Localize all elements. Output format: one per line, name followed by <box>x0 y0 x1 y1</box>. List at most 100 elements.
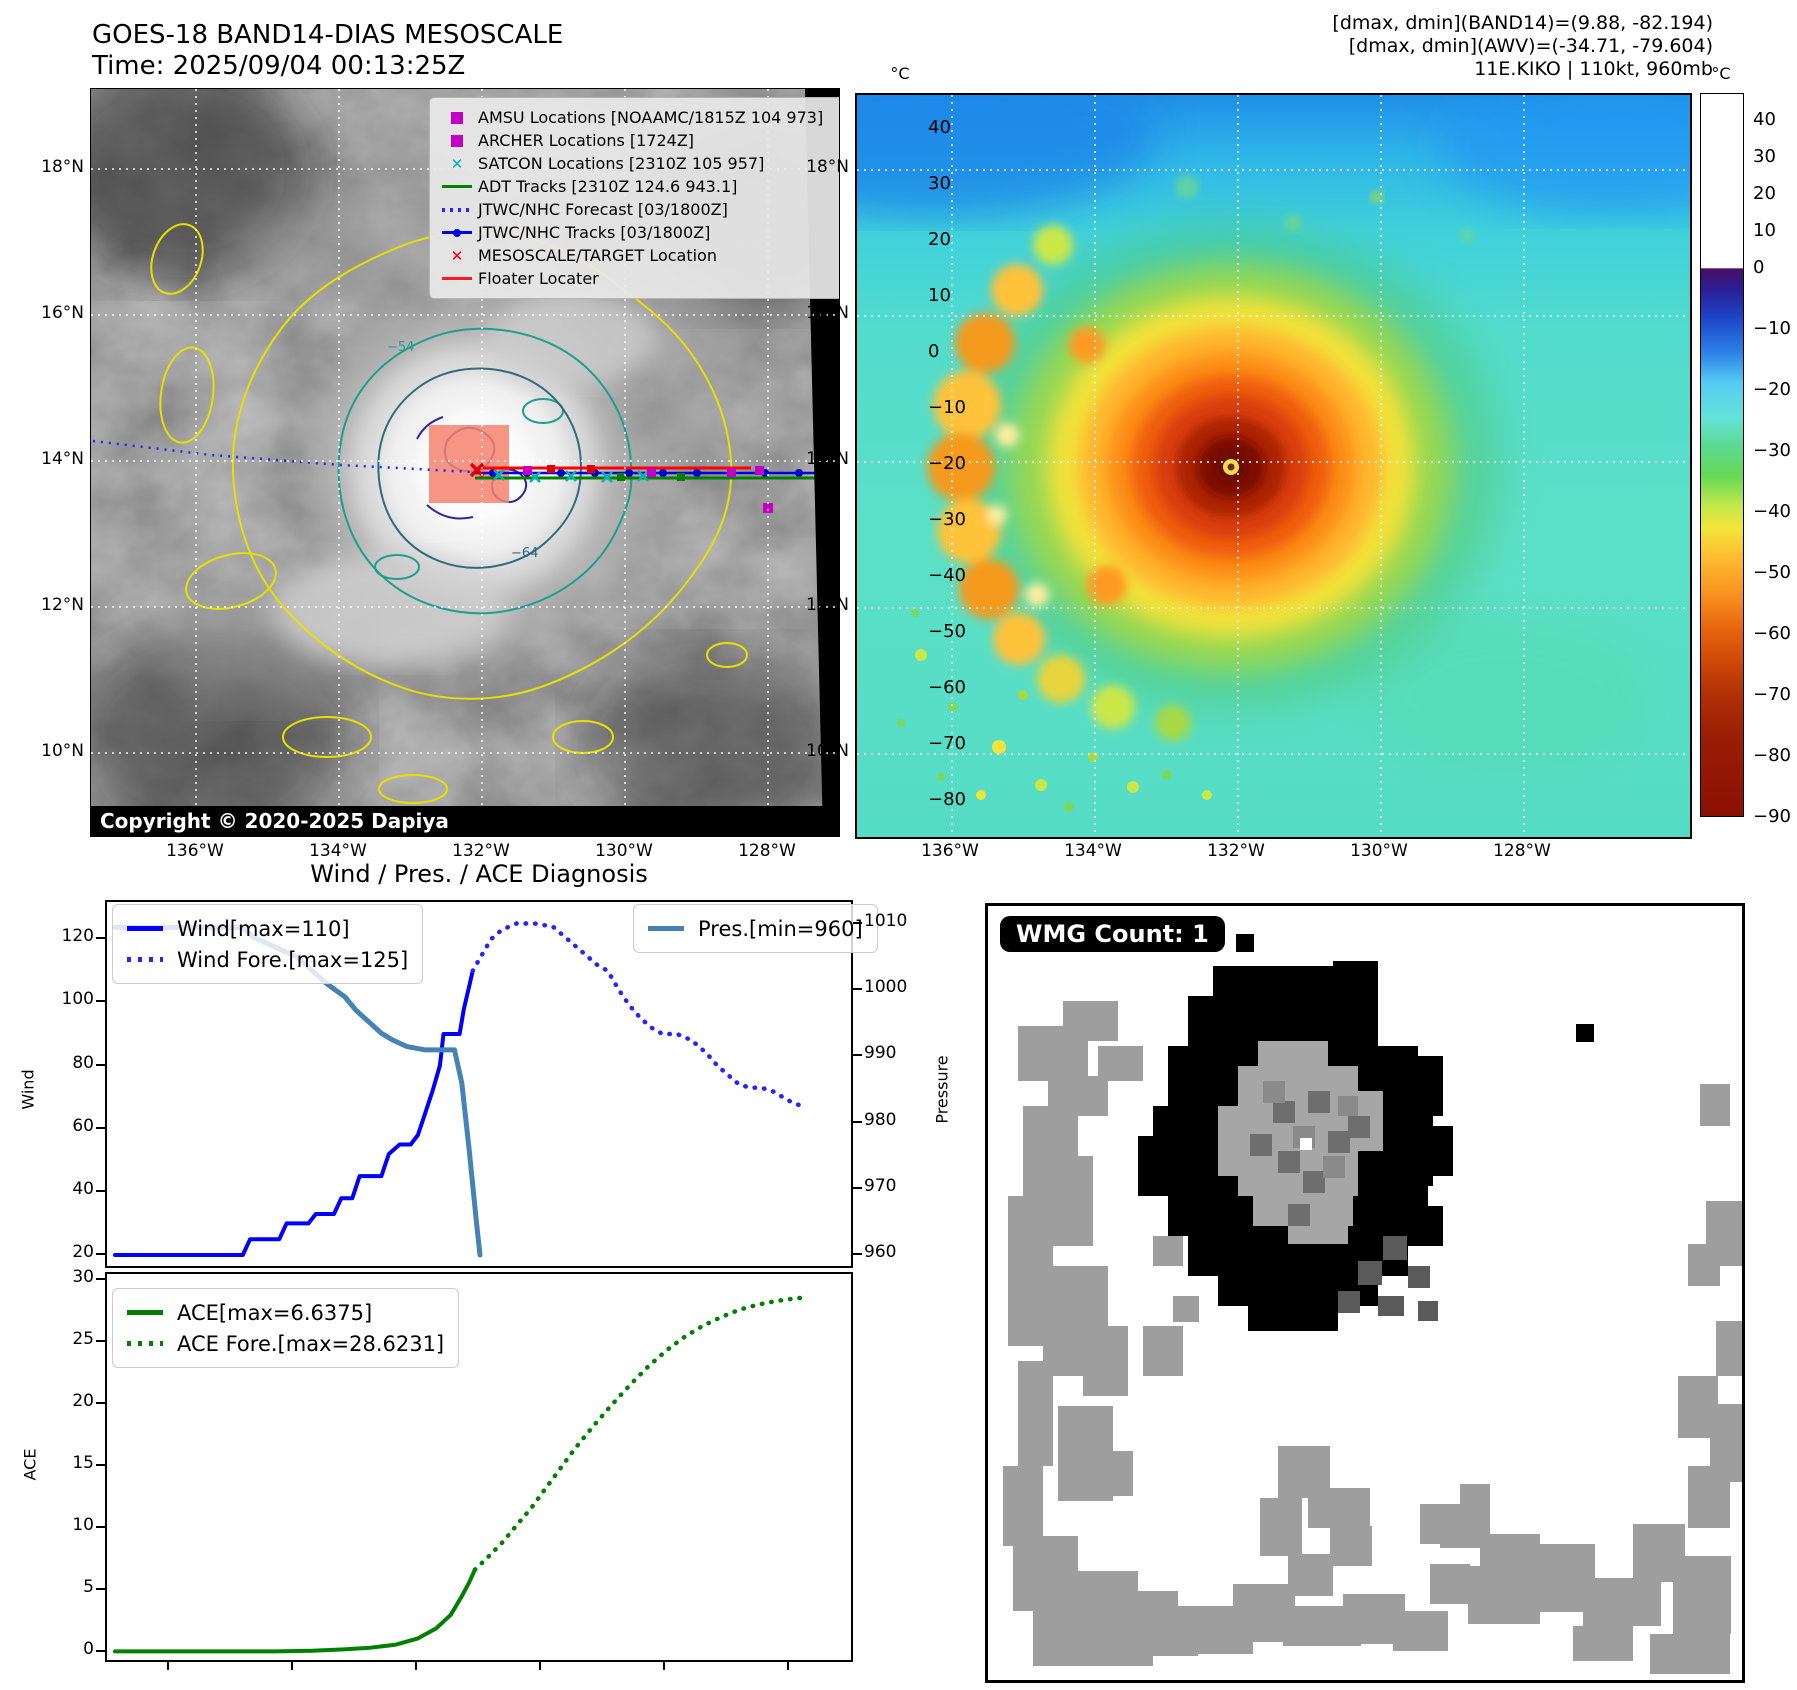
contour-label: −54 <box>387 340 414 355</box>
legend-item: AMSU Locations [NOAAMC/1815Z 104 973] <box>440 106 834 129</box>
legend-item: Floater Locater <box>440 267 834 290</box>
wind-legend: Wind[max=110] Wind Fore.[max=125] <box>112 904 424 984</box>
colorbar-tick-label: −20 <box>928 453 966 474</box>
legend-marker-icon <box>440 184 474 189</box>
x-tick-label: 134°W <box>309 841 367 861</box>
colorbar-tick-label: −80 <box>928 789 966 810</box>
colorbar-tick-label: 0 <box>928 341 940 362</box>
legend-marker-icon: ✕ <box>440 155 474 173</box>
legend-item-label: Wind Fore.[max=125] <box>177 947 409 972</box>
legend-marker-icon <box>127 1310 167 1315</box>
colorbar-tick-label: 10 <box>928 285 951 306</box>
legend-marker-icon <box>440 111 474 124</box>
x-tick-mark <box>415 1662 417 1670</box>
cloud-specks <box>897 175 1475 812</box>
jtwc-forecast-line <box>92 439 474 474</box>
awv-header-line: [dmax, dmin](AWV)=(-34.71, -79.604) <box>1348 35 1713 57</box>
line-marker-icon <box>648 926 684 931</box>
mesoscale-target-area <box>429 425 509 503</box>
legend-item: ACE Fore.[max=28.6231] <box>127 1328 444 1359</box>
y-tick-label: 1000 <box>864 977 908 998</box>
y-tick-mark <box>96 1000 105 1003</box>
y-tick-mark <box>96 1340 105 1342</box>
y-tick-mark <box>96 1063 105 1066</box>
ace-legend: ACE[max=6.6375] ACE Fore.[max=28.6231] <box>112 1288 460 1368</box>
legend-item-label: Floater Locater <box>478 269 599 288</box>
colorbar-tick-label: −50 <box>1753 562 1791 583</box>
colorbar-tick-label: −90 <box>1753 806 1791 827</box>
y-tick-label: 980 <box>864 1109 897 1130</box>
x-tick-label: 128°W <box>1493 841 1551 861</box>
colorbar-tick-label: −40 <box>928 565 966 586</box>
y-tick-mark <box>96 1588 105 1590</box>
wmg-accent-pixels <box>1338 1236 1438 1321</box>
colorbar-tick-label: 20 <box>1753 183 1776 204</box>
y-tick-label: 18°N <box>806 157 849 177</box>
legend-marker-icon <box>440 207 474 212</box>
awv-colorbar <box>1700 93 1744 817</box>
diagnosis-title: Wind / Pres. / ACE Diagnosis <box>310 860 648 888</box>
y-tick-label: 12°N <box>41 595 84 615</box>
legend-item-label: Pres.[min=960] <box>698 916 863 941</box>
y-tick-label: 10 <box>72 1515 94 1535</box>
dotted-line-marker-icon <box>442 207 472 212</box>
y-tick-label: 10°N <box>806 741 849 761</box>
contour-label: −64 <box>511 546 538 561</box>
legend-marker-icon <box>440 228 474 238</box>
x-tick-label: 136°W <box>921 841 979 861</box>
y-tick-label: 40 <box>72 1178 94 1199</box>
storm-arms <box>927 225 1191 741</box>
y-tick-label: 20 <box>72 1391 94 1411</box>
y-tick-mark <box>96 1253 105 1255</box>
pressure-legend: Pres.[min=960] <box>633 904 878 953</box>
ace-ylabel: ACE <box>20 1448 40 1481</box>
awv-map <box>855 93 1692 839</box>
line-marker-icon <box>127 1310 163 1315</box>
y-tick-label: 20 <box>72 1242 94 1262</box>
y-tick-label: 15 <box>72 1453 94 1473</box>
band14-legend: AMSU Locations [NOAAMC/1815Z 104 973] ARC… <box>429 97 839 299</box>
square-marker-icon <box>451 111 463 124</box>
pressure-ylabel: Pressure <box>932 1055 952 1124</box>
y-tick-label: 1010 <box>864 911 908 932</box>
y-tick-label: 970 <box>864 1175 897 1196</box>
legend-marker-icon <box>648 926 688 931</box>
legend-item: JTWC/NHC Tracks [03/1800Z] <box>440 221 834 244</box>
ACE Fore.[max=28.6231]-line <box>472 1294 811 1572</box>
colorbar-tick-label: 30 <box>928 173 951 194</box>
x-tick-mark <box>291 1662 293 1670</box>
colorbar-tick-label: −10 <box>928 397 966 418</box>
awv-header-line: 11E.KIKO | 110kt, 960mb <box>1474 58 1713 80</box>
y-tick-mark <box>96 1278 105 1280</box>
Wind[max=110]-line <box>113 968 475 1257</box>
x-tick-mark <box>539 1662 541 1670</box>
colorbar-tick-label: −40 <box>1753 501 1791 522</box>
ACE[max=6.6375]-line <box>113 1567 477 1654</box>
y-tick-label: 25 <box>72 1329 94 1349</box>
dotted-line-marker-icon <box>127 957 163 962</box>
legend-item-label: SATCON Locations [2310Z 105 957] <box>478 154 765 173</box>
line-dot-marker-icon <box>442 228 472 238</box>
legend-item-label: ACE Fore.[max=28.6231] <box>177 1331 445 1356</box>
y-tick-label: 120 <box>61 926 94 947</box>
colorbar-tick-label: −80 <box>1753 745 1791 766</box>
x-tick-label: 130°W <box>595 841 653 861</box>
colorbar-unit-label: °C <box>1711 64 1731 83</box>
colorbar-tick-label: −70 <box>928 733 966 754</box>
wmg-count-badge: WMG Count: 1 <box>1000 916 1225 952</box>
line-marker-icon <box>442 276 472 281</box>
colorbar-tick-label: −30 <box>1753 440 1791 461</box>
legend-marker-icon <box>127 1341 167 1346</box>
 <box>453 228 461 237</box>
y-tick-mark <box>96 1650 105 1652</box>
y-tick-label: 14°N <box>806 449 849 469</box>
graticule <box>857 95 1690 837</box>
y-tick-mark <box>96 1464 105 1466</box>
colorbar-tick-label: −20 <box>1753 379 1791 400</box>
y-tick-mark <box>853 1120 862 1123</box>
x-marker-icon: ✕ <box>450 154 464 173</box>
line-marker-icon <box>442 184 472 189</box>
y-tick-label: 0 <box>83 1639 94 1659</box>
colorbar-tick-label: −30 <box>928 509 966 530</box>
